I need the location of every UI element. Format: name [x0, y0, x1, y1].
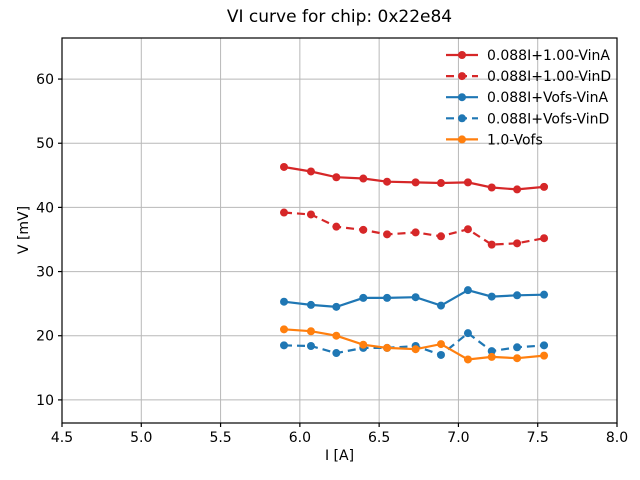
series-marker: [463, 225, 472, 234]
x-tick-label: 7.0: [447, 430, 469, 446]
legend-label: 1.0-Vofs: [487, 132, 543, 148]
x-tick-label: 5.0: [130, 430, 152, 446]
series-marker: [359, 174, 368, 183]
legend-label: 0.088I+Vofs-VinD: [487, 111, 609, 127]
series-marker: [280, 341, 288, 350]
series-marker: [280, 208, 288, 217]
axes-spines: [61, 37, 618, 424]
series-marker: [487, 352, 496, 361]
legend-label: 0.088I+Vofs-VinA: [487, 90, 608, 106]
legend-sample-marker: [458, 72, 466, 81]
series-marker: [487, 183, 496, 192]
y-tick-label: 30: [36, 265, 54, 281]
series-marker: [383, 177, 392, 186]
series-marker: [513, 291, 522, 300]
x-tick-label: 5.5: [209, 430, 231, 446]
legend-sample-marker: [458, 51, 466, 59]
series-marker: [463, 355, 472, 364]
series-marker: [463, 286, 472, 295]
series-marker: [513, 354, 522, 363]
series-marker: [280, 297, 288, 306]
series-marker: [332, 302, 341, 311]
series-marker: [487, 292, 496, 301]
series-marker: [513, 343, 522, 352]
series-marker: [540, 234, 549, 243]
series-marker: [359, 293, 368, 302]
series-marker: [463, 178, 472, 187]
series-marker: [332, 331, 341, 340]
series-marker: [463, 329, 472, 338]
x-tick-label: 6.5: [368, 430, 390, 446]
series-marker: [540, 290, 549, 299]
x-axis-label: I [A]: [324, 448, 355, 464]
legend-sample-marker: [458, 93, 466, 102]
legend-sample-marker: [458, 114, 466, 123]
series-marker: [411, 228, 420, 237]
x-tick-label: 7.5: [527, 430, 549, 446]
series-marker: [359, 225, 368, 234]
series-marker: [306, 210, 315, 219]
series-marker: [487, 347, 496, 356]
series-marker: [332, 222, 341, 231]
y-axis-label: V [mV]: [16, 205, 32, 255]
series-marker: [383, 293, 392, 302]
series-marker: [436, 232, 445, 241]
series-marker: [436, 301, 445, 310]
y-tick-label: 10: [36, 393, 54, 409]
series-line: [283, 211, 545, 246]
legend-label: 0.088I+1.00-VinD: [487, 69, 611, 85]
y-tick-label: 60: [36, 72, 54, 88]
series-marker: [280, 162, 288, 171]
chart-title: VI curve for chip: 0x22e84: [226, 7, 453, 27]
series-marker: [411, 345, 420, 354]
series-marker: [411, 293, 420, 302]
series-marker: [332, 349, 341, 358]
x-tick-label: 6.0: [289, 430, 311, 446]
series-marker: [411, 178, 420, 187]
series-marker: [540, 341, 549, 350]
series-marker: [306, 167, 315, 176]
legend-sample-marker: [458, 135, 466, 144]
y-tick-label: 50: [36, 136, 54, 152]
y-tick-label: 20: [36, 329, 54, 345]
series-marker: [383, 230, 392, 239]
series-marker: [332, 173, 341, 182]
series-marker: [359, 340, 368, 349]
series-marker: [436, 350, 445, 359]
series-marker: [540, 351, 549, 360]
series-marker: [540, 182, 549, 191]
series-marker: [487, 240, 496, 249]
x-tick-label: 8.0: [606, 430, 628, 446]
series-marker: [383, 343, 392, 352]
series-marker: [306, 300, 315, 309]
series-marker: [436, 179, 445, 188]
y-tick-label: 40: [36, 200, 54, 216]
series-marker: [513, 239, 522, 248]
series-marker: [280, 325, 288, 334]
x-tick-label: 4.5: [51, 430, 73, 446]
series-marker: [513, 185, 522, 194]
legend-label: 0.088I+1.00-VinA: [487, 48, 610, 64]
series-marker: [306, 342, 315, 350]
series-marker: [436, 340, 445, 349]
series-marker: [306, 327, 315, 336]
